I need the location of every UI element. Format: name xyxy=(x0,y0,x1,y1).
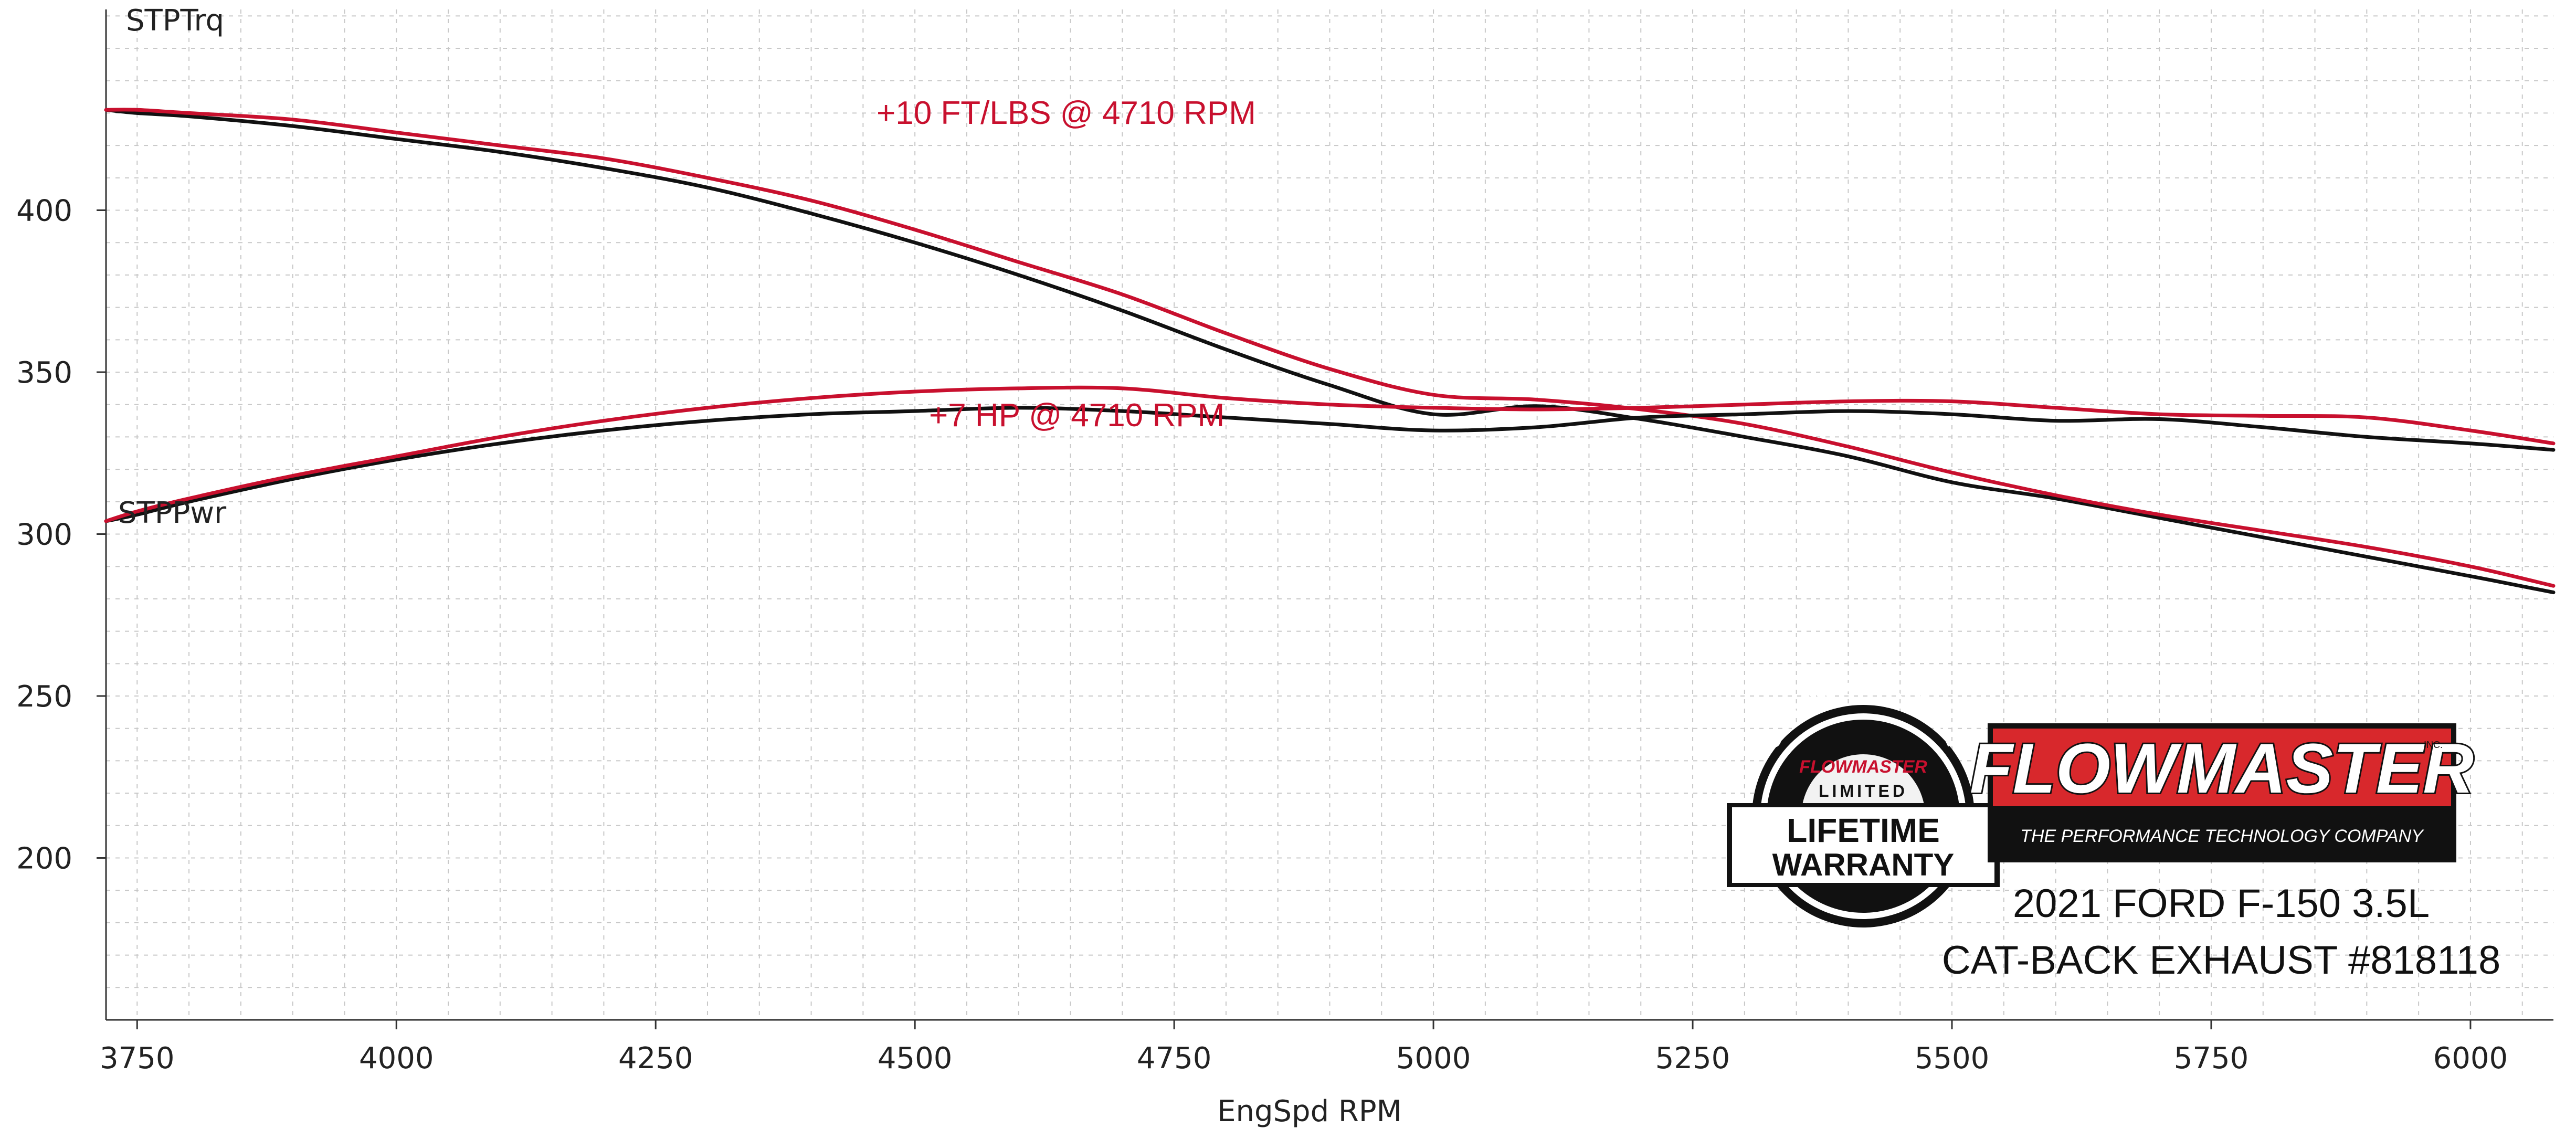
badge-line2: WARRANTY xyxy=(1772,847,1955,882)
x-tick-label: 4750 xyxy=(1137,1041,1212,1076)
y-tick-label: 350 xyxy=(16,356,72,390)
torque-gain-annotation: +10 FT/LBS @ 4710 RPM xyxy=(877,95,1256,131)
brand-tagline: THE PERFORMANCE TECHNOLOGY COMPANY xyxy=(2020,826,2424,846)
x-tick-label: 4500 xyxy=(878,1041,953,1076)
x-tick-label: 6000 xyxy=(2433,1041,2508,1076)
series-line-trq_flow xyxy=(104,108,2556,588)
caption-line-2: CAT-BACK EXHAUST #818118 xyxy=(1942,938,2500,983)
x-axis-title: EngSpd RPM xyxy=(1217,1094,1402,1128)
series-label-power: STPPwr xyxy=(118,496,227,530)
chart-series xyxy=(104,108,2556,595)
y-tick-label: 250 xyxy=(16,680,72,714)
badge-line1: LIFETIME xyxy=(1787,811,1940,849)
x-tick-label: 5500 xyxy=(1915,1041,1990,1076)
x-tick-label: 3750 xyxy=(100,1041,175,1076)
series-line-pwr_flow xyxy=(104,385,2556,523)
flowmaster-logo: FLOWMASTER INC. THE PERFORMANCE TECHNOLO… xyxy=(1968,723,2475,862)
series-line-pwr_base xyxy=(104,406,2556,523)
chart-axes: 3750 4000 4250 4500 4750 5000 5250 5500 5750 6000… xyxy=(16,9,2553,1128)
brand-name: FLOWMASTER xyxy=(1970,730,2474,808)
caption-line-1: 2021 FORD F-150 3.5L xyxy=(2013,881,2430,926)
y-tick-label: 300 xyxy=(16,518,72,552)
x-tick-label: 4250 xyxy=(618,1041,693,1076)
y-tick-label: 400 xyxy=(16,194,72,228)
badge-maker: FLOWMASTER xyxy=(1799,757,1927,777)
warranty-badge: STAINLESS STEEL FLOWMASTER LIMITED LIFET… xyxy=(1727,672,2000,927)
badge-grade: LIMITED xyxy=(1819,782,1908,800)
series-line-trq_base xyxy=(104,108,2556,595)
y-tick-label: 200 xyxy=(16,842,72,876)
power-gain-annotation: +7 HP @ 4710 RPM xyxy=(929,397,1224,434)
brand-trademark: INC. xyxy=(2424,740,2443,750)
x-tick-label: 5250 xyxy=(1655,1041,1730,1076)
series-label-torque: STPTrq xyxy=(126,4,224,38)
x-tick-label: 4000 xyxy=(359,1041,434,1076)
x-tick-label: 5000 xyxy=(1396,1041,1471,1076)
x-tick-label: 5750 xyxy=(2174,1041,2249,1076)
